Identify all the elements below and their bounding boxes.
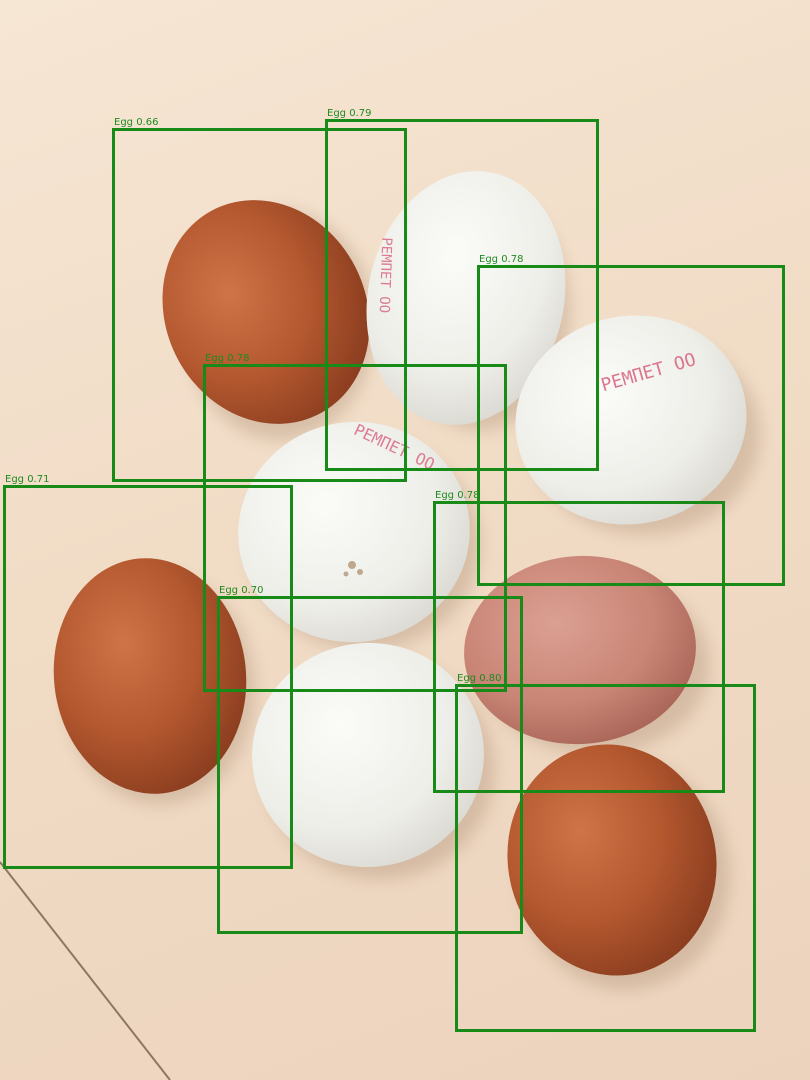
detection-label: Egg 0.71 [5, 474, 50, 485]
floor-seam [0, 861, 171, 1080]
egg-brown-left [53, 558, 247, 794]
detection-label: Egg 0.66 [114, 117, 159, 128]
detection-box: Egg 0.78 [477, 254, 785, 586]
egg-brown-top-left [162, 200, 370, 424]
egg-stamp: ΡΕΜΠΕΤ ΟΟ [376, 237, 395, 313]
detection-label: Egg 0.80 [457, 673, 502, 684]
detection-label: Egg 0.70 [219, 585, 264, 596]
detection-box: Egg 0.78 [203, 353, 507, 692]
egg-white-center [238, 421, 470, 643]
detection-box: Egg 0.79 [325, 108, 599, 471]
egg-brown-bottom-right [507, 744, 717, 976]
detection-box: Egg 0.78 [433, 490, 725, 793]
detection-label: Egg 0.78 [479, 254, 524, 265]
detection-label: Egg 0.79 [327, 108, 372, 119]
detection-box: Egg 0.80 [455, 673, 756, 1032]
detection-box: Egg 0.71 [3, 474, 293, 869]
egg-white-right [515, 315, 747, 525]
detection-box: Egg 0.70 [217, 585, 523, 934]
detection-label: Egg 0.78 [205, 353, 250, 364]
egg-white-top-center [366, 171, 566, 425]
egg-white-bottom [252, 642, 484, 868]
detection-label: Egg 0.78 [435, 490, 480, 501]
detection-box: Egg 0.66 [112, 117, 407, 482]
